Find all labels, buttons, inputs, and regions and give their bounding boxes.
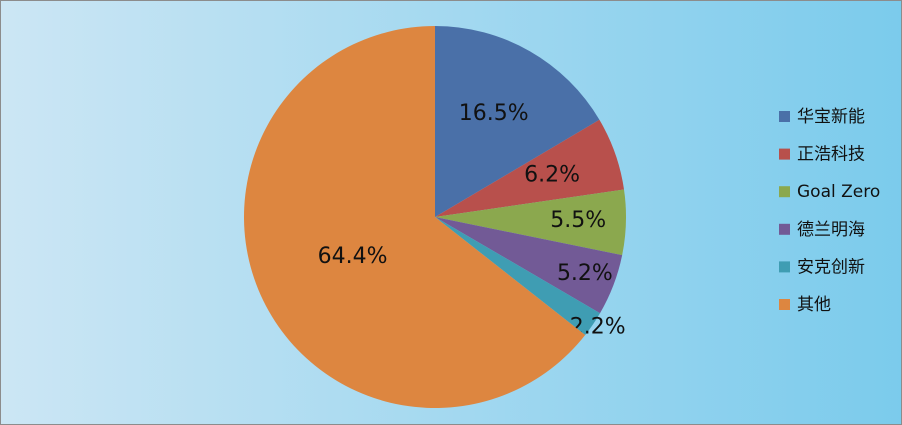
- pie-slice: [435, 217, 623, 314]
- data-label: 5.2%: [557, 261, 613, 286]
- legend-marker: [779, 299, 790, 310]
- pie-slice: [243, 26, 586, 408]
- legend-marker: [779, 111, 790, 122]
- legend-label: Goal Zero: [797, 182, 880, 202]
- pie-slice: [435, 26, 600, 217]
- legend-label: 华宝新能: [797, 107, 865, 127]
- legend-marker: [779, 186, 790, 198]
- legend-label: 其他: [797, 295, 831, 315]
- pie-slice: [435, 189, 627, 256]
- legend-label: 德兰明海: [797, 220, 865, 240]
- legend-label: 正浩科技: [797, 145, 865, 165]
- pie-slice: [435, 217, 601, 336]
- data-label: 16.5%: [459, 101, 529, 126]
- legend-marker: [779, 261, 790, 273]
- legend-marker: [779, 148, 790, 160]
- pie-slice: [435, 119, 625, 217]
- legend-marker: [779, 223, 790, 235]
- data-label: 6.2%: [524, 163, 580, 188]
- data-label: 64.4%: [318, 244, 388, 269]
- legend-label: 安克创新: [797, 257, 865, 277]
- data-label: 5.5%: [550, 208, 606, 233]
